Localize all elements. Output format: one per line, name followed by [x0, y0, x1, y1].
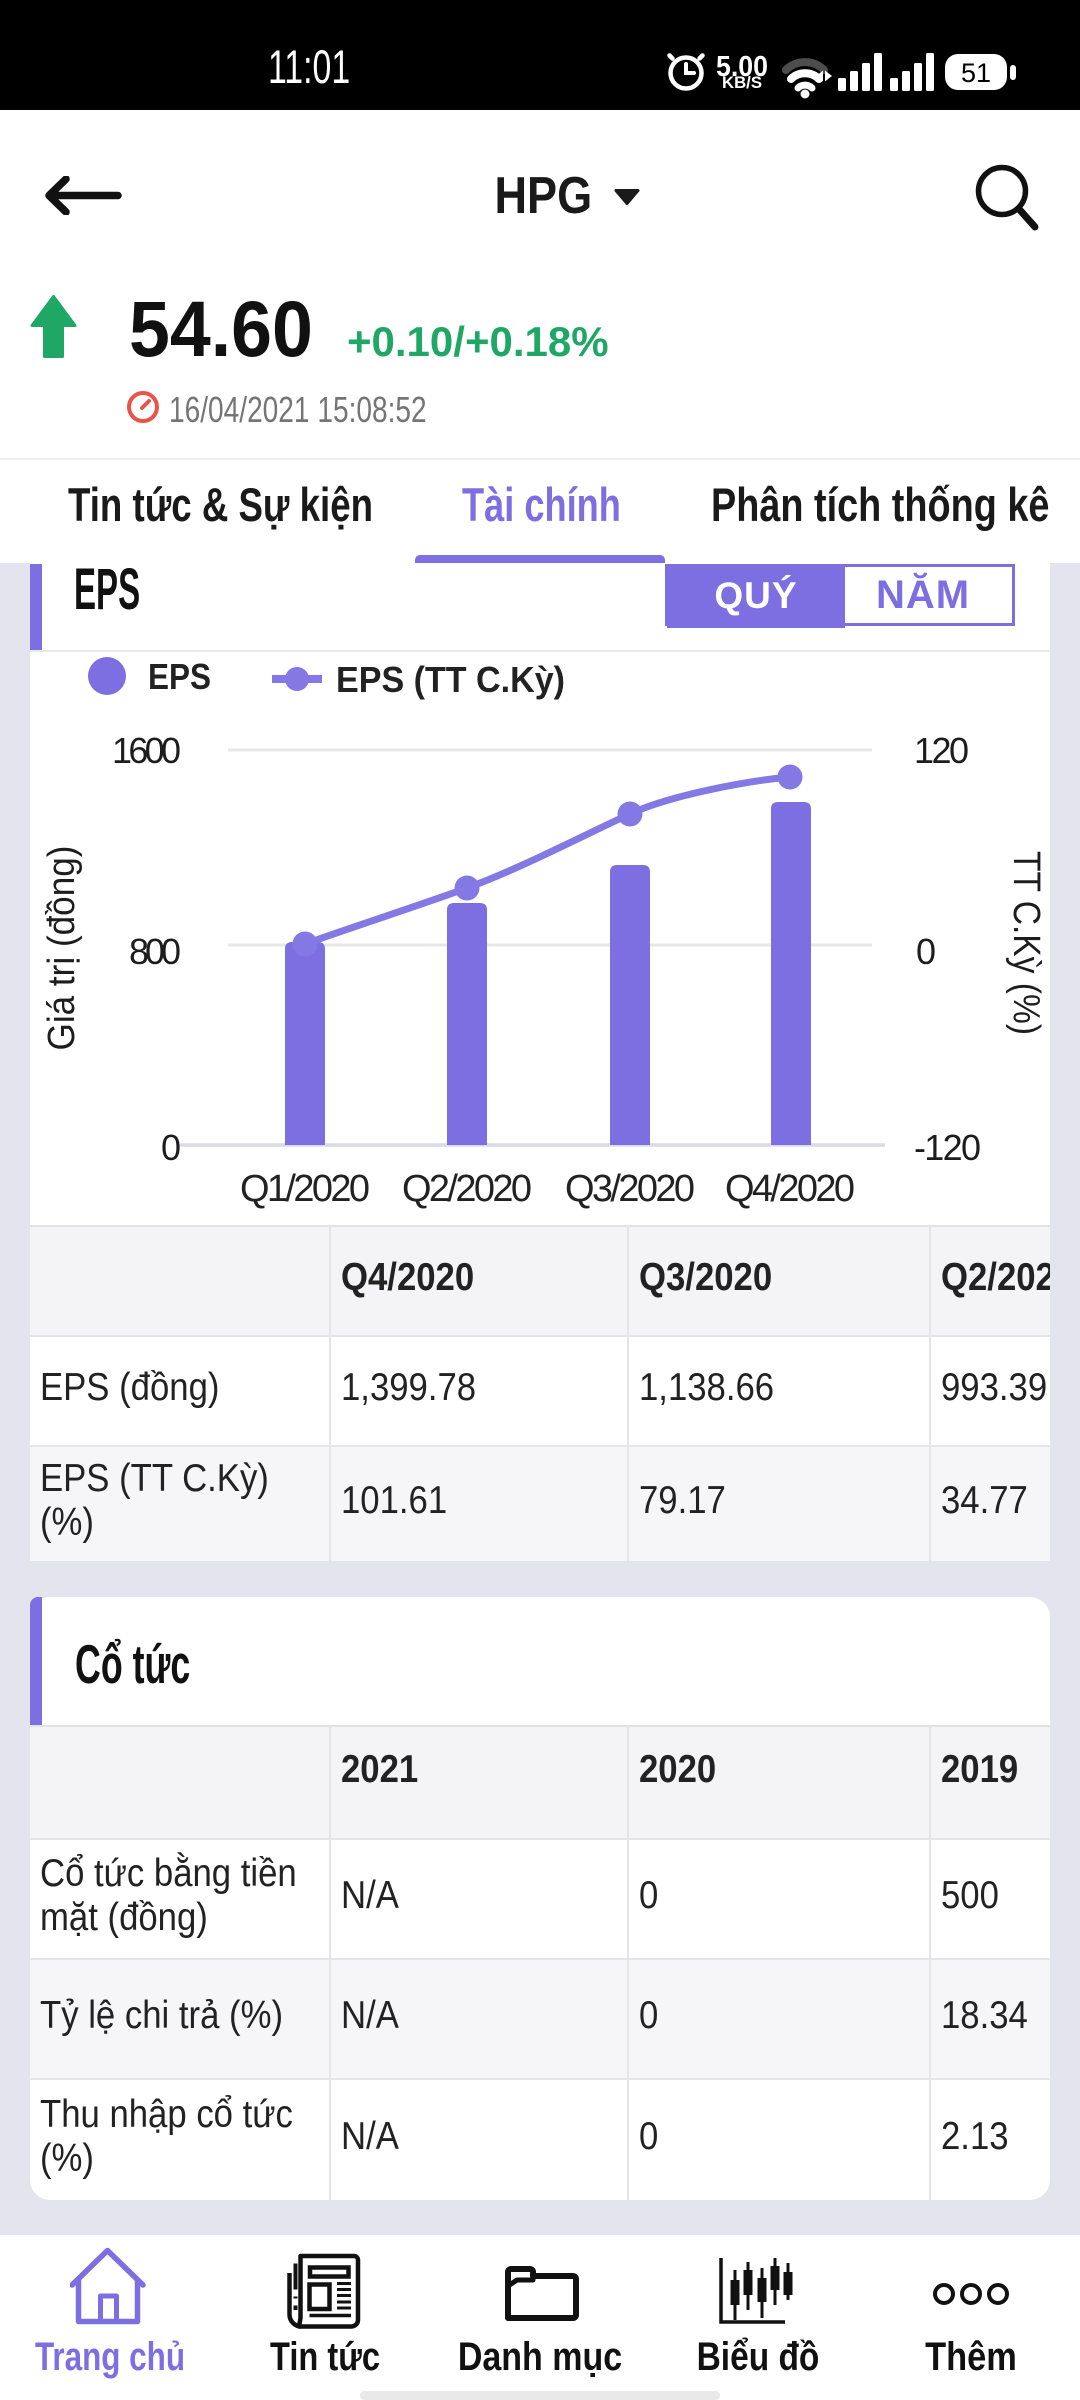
svg-text:KB/S: KB/S [722, 74, 762, 92]
svg-text:0: 0 [161, 1127, 181, 1168]
svg-text:800: 800 [129, 931, 181, 972]
svg-text:EPS (TT C.Kỳ): EPS (TT C.Kỳ) [336, 659, 565, 700]
svg-text:51: 51 [961, 58, 991, 88]
svg-text:TT C.Kỳ (%): TT C.Kỳ (%) [1005, 851, 1047, 1035]
svg-text:5.00: 5.00 [716, 51, 768, 83]
svg-text:1600: 1600 [112, 730, 181, 771]
svg-text:Q3/2020: Q3/2020 [565, 1168, 695, 1210]
svg-text:Q2/2020: Q2/2020 [402, 1168, 532, 1210]
svg-text:EPS: EPS [148, 656, 211, 697]
svg-text:0: 0 [916, 931, 936, 972]
svg-text:-120: -120 [914, 1127, 981, 1168]
svg-text:Q4/2020: Q4/2020 [725, 1168, 855, 1210]
svg-text:Giá trị (đồng): Giá trị (đồng) [41, 846, 83, 1051]
svg-text:Q1/2020: Q1/2020 [240, 1168, 370, 1210]
svg-text:120: 120 [914, 730, 969, 771]
